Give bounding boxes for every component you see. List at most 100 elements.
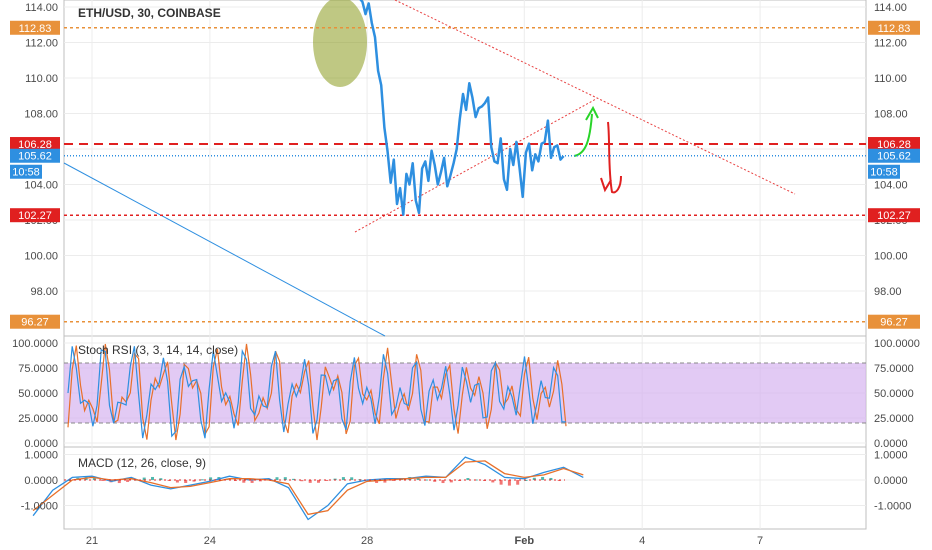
macd-hist-bar [466,478,470,480]
macd-hist-bar [101,480,105,481]
macd-line-signal [32,460,584,516]
level-badge-text: 105.62 [877,151,911,163]
level-badge [868,314,920,329]
level-badge-text: 105.62 [18,151,52,163]
down-arrow-head [600,177,612,193]
stoch-tick-right: 0.0000 [874,438,908,450]
macd-tick-left: 1.0000 [24,450,58,462]
stoch-tick-left: 25.0000 [18,413,58,425]
time-tick: Feb [515,535,535,547]
macd-hist-bar [474,479,478,481]
stoch-tick-left: 0.0000 [24,438,58,450]
level-badge-text: 112.83 [19,23,52,35]
time-tick: 28 [361,535,373,547]
macd-hist-bar [300,480,304,482]
stoch-rsi-title: Stoch RSI (3, 3, 14, 14, close) [78,343,238,357]
macd-hist-bar [250,480,254,483]
macd-hist-bar [242,480,246,483]
level-badge-text: 102.27 [877,210,911,222]
macd-tick-right: -1.0000 [874,501,911,513]
macd-hist-bar [142,477,146,480]
macd-hist-bar [92,477,96,480]
level-badge [10,148,60,163]
macd-hist-bar [424,479,428,481]
price-levels [64,27,866,323]
macd-hist-bar [532,477,536,480]
macd-hist-bar [449,480,453,483]
level-badge [868,20,920,35]
macd-hist-bar [283,477,287,480]
macd-hist-bar [433,480,437,482]
macd-hist-bar [391,480,395,481]
level-badge-text: 112.83 [878,23,911,35]
level-badge [10,137,60,152]
macd-hist-bar [375,480,379,483]
macd-hist-bar [209,477,213,480]
time-tick: 4 [639,535,645,547]
stoch-tick-right: 100.0000 [874,338,920,350]
macd-hist-bar [192,480,196,482]
down-arrow-drawing [607,121,622,194]
level-badge-text: 106.28 [18,139,52,151]
stoch-tick-left: 100.0000 [12,338,58,350]
price-tick-left: 114.00 [25,2,58,14]
macd-hist-bar [258,480,262,482]
price-series [359,0,565,216]
macd-hist-bar [549,477,553,480]
chart-title: ETH/USD, 30, COINBASE [78,6,221,20]
price-tick-left: 100.00 [24,251,58,263]
price-tick-right: 104.00 [874,180,908,192]
price-tick-right: 108.00 [874,109,908,121]
price-tick-left: 110.00 [25,73,58,85]
macd-hist-bar [151,476,154,480]
macd-tick-right: 0.0000 [874,475,908,487]
price-tick-right: 100.00 [874,251,908,263]
time-badge [868,164,900,179]
macd-hist-bar [441,480,445,484]
macd-hist-bar [308,480,312,483]
price-tick-right: 110.00 [874,73,907,85]
macd-title: MACD (12, 26, close, 9) [78,456,206,470]
level-badge-text: 96.27 [880,317,908,329]
macd-hist-bar [275,477,279,480]
macd-hist-bar [416,477,420,480]
time-tick: 7 [757,535,763,547]
stoch-k-line [67,346,567,439]
macd-hist-bar [200,479,204,481]
macd-tick-left: 0.0000 [24,475,58,487]
macd-hist-bar [507,480,511,486]
macd-hist-bar [325,480,329,481]
long-trendline [63,162,386,337]
macd-hist-bar [499,480,503,485]
macd-hist-bar [541,476,545,480]
price-tick-left: 108.00 [24,109,58,121]
macd-hist-bar [117,480,121,484]
level-badge-text: 102.27 [18,210,52,222]
macd-hist-bar [292,478,296,480]
macd-hist-bar [516,480,520,485]
level-badge [868,208,920,223]
price-tick-right: 114.00 [874,2,907,14]
level-badge [868,148,920,163]
macd-hist-bar [333,478,337,480]
macd-hist-bar [350,477,354,480]
stoch-band [64,363,866,423]
support-trendline [354,98,597,233]
price-tick-left: 98.00 [30,286,58,298]
stoch-band-lines [64,362,866,424]
macd-tick-left: -1.0000 [21,501,58,513]
highlight-ellipse [313,0,367,87]
series-layer [359,0,565,216]
plot-frame [63,0,867,530]
macd-hist-bar [491,480,495,483]
macd-tick-right: 1.0000 [874,450,908,462]
macd-hist-bar [341,477,345,480]
time-badge-text: 10:58 [12,167,40,179]
macd-hist-bar [159,478,163,480]
level-badge-text: 106.28 [877,139,911,151]
time-tick: 24 [204,535,216,547]
stoch-tick-right: 50.0000 [874,388,914,400]
macd-hist-bar [184,480,188,483]
